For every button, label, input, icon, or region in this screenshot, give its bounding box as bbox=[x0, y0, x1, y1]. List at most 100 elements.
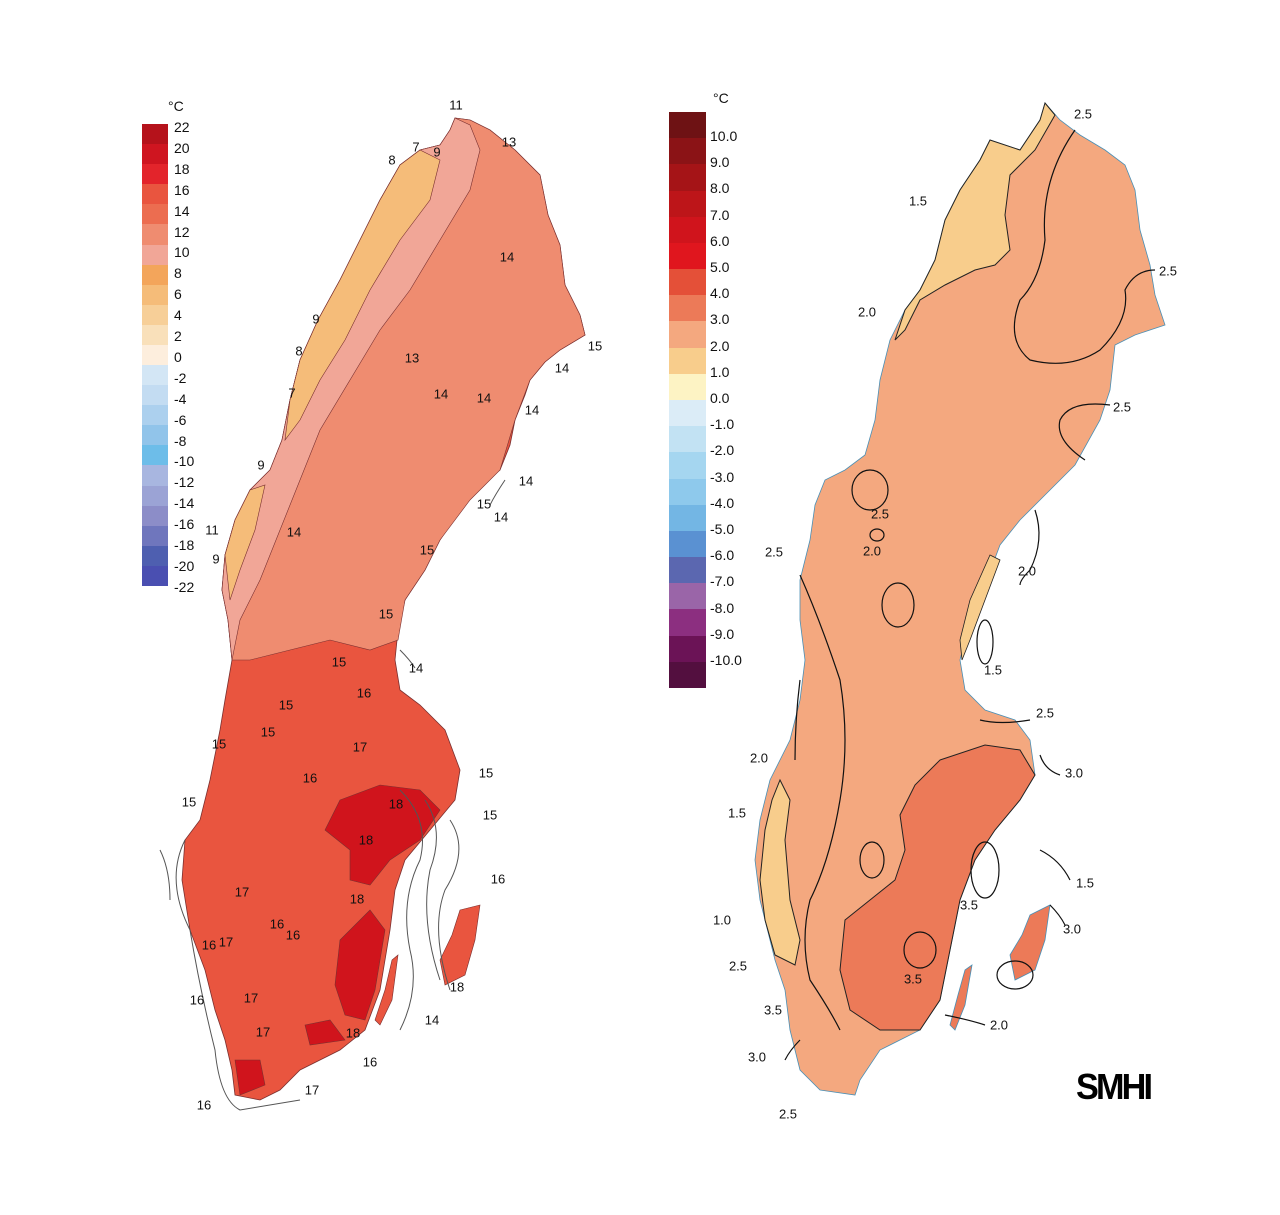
left-map-contour-label: 14 bbox=[434, 386, 448, 401]
legend-right-swatch bbox=[669, 138, 706, 165]
left-map-contour-label: 14 bbox=[500, 249, 514, 264]
legend-right-tick-label: 8.0 bbox=[710, 180, 730, 197]
left-map-contour-label: 15 bbox=[420, 542, 434, 557]
right-map-contour-label: 2.0 bbox=[858, 304, 876, 319]
legend-left-tick-label: 2 bbox=[174, 328, 182, 344]
legend-left-swatch bbox=[142, 365, 168, 386]
legend-left-tick-label: -14 bbox=[174, 495, 195, 512]
left-map-contour-label: 15 bbox=[588, 338, 602, 353]
left-map-contour-label: 9 bbox=[257, 457, 264, 472]
right-map-contour-label: 2.0 bbox=[1018, 563, 1036, 578]
legend-right-tick-label: 6.0 bbox=[710, 232, 730, 249]
legend-left-tick-label: 20 bbox=[174, 139, 190, 156]
legend-right-swatch bbox=[669, 242, 706, 270]
legend-left-swatch bbox=[142, 465, 168, 487]
legend-right-tick-label: -7.0 bbox=[710, 573, 735, 590]
legend-left-swatch bbox=[142, 164, 168, 185]
legend-left-tick-label: 18 bbox=[174, 160, 190, 177]
legend-left-swatch bbox=[142, 385, 168, 406]
right-map-contour-label: 3.0 bbox=[748, 1049, 766, 1064]
left-map-oland bbox=[374, 954, 399, 1026]
right-map-contour-label: 1.5 bbox=[984, 662, 1002, 677]
legend-left-tick-label: -12 bbox=[174, 474, 195, 491]
left-map-contour-label: 18 bbox=[359, 832, 373, 847]
legend-right-unit: °C bbox=[713, 90, 729, 106]
legend-left-tick-label: -16 bbox=[174, 516, 195, 533]
left-map-warm-east bbox=[334, 909, 386, 1021]
legend-right-tick-label: 3.0 bbox=[710, 311, 730, 328]
legend-left-tick-label: -8 bbox=[174, 432, 187, 449]
legend-left-tick-label: -10 bbox=[174, 453, 195, 470]
legend-left-tick-label: -4 bbox=[174, 390, 187, 407]
left-map-contour-label: 15 bbox=[182, 794, 196, 809]
left-map-contour-label: 15 bbox=[483, 807, 497, 822]
left-map-contour-label: 15 bbox=[332, 654, 346, 669]
left-map-gotland bbox=[439, 904, 481, 986]
right-map-contour-label: 1.5 bbox=[1076, 875, 1094, 890]
left-map-contour-label: 17 bbox=[244, 990, 258, 1005]
left-map-contour-label: 14 bbox=[477, 390, 491, 405]
right-map-cool-east bbox=[959, 554, 1001, 661]
left-map-contour-label: 14 bbox=[494, 509, 508, 524]
left-map-contour-label: 17 bbox=[353, 739, 367, 754]
legend-left-tick-label: -6 bbox=[174, 411, 187, 428]
left-map-contour-label: 14 bbox=[287, 524, 301, 539]
legend-right-swatch bbox=[669, 190, 706, 218]
legend-right-swatch bbox=[669, 347, 706, 375]
legend-right-tick-label: 7.0 bbox=[710, 206, 730, 223]
legend-left-tick-label: 16 bbox=[174, 181, 190, 198]
legend-right-swatch bbox=[669, 583, 706, 610]
left-map-contour-label: 16 bbox=[190, 992, 204, 1007]
left-map-contour-label: 16 bbox=[363, 1054, 377, 1069]
legend-left-swatch bbox=[142, 445, 168, 466]
right-map-contour-label: 3.5 bbox=[904, 971, 922, 986]
smhi-logo: SMHI bbox=[1076, 1066, 1153, 1107]
left-map-contour-label: 11 bbox=[449, 97, 463, 112]
left-map-contour-label: 8 bbox=[388, 152, 395, 167]
legend-right-tick-label: -5.0 bbox=[710, 521, 735, 537]
left-map-contour-label: 9 bbox=[212, 551, 219, 566]
right-map-contour-label: 1.0 bbox=[713, 912, 731, 927]
legend-right-swatch bbox=[669, 426, 706, 453]
legend-right-swatch bbox=[669, 373, 706, 401]
legend-left-swatch bbox=[142, 565, 168, 587]
right-map-sweden bbox=[754, 102, 1166, 1096]
legend-right-tick-label: 5.0 bbox=[710, 259, 730, 275]
legend-right-tick-label: 1.0 bbox=[710, 363, 730, 380]
left-map-contour-label: 16 bbox=[202, 937, 216, 952]
legend-right-swatch bbox=[669, 164, 706, 192]
legend-left-tick-label: 8 bbox=[174, 265, 182, 282]
legend-left-swatch bbox=[142, 184, 168, 205]
right-map-contour-label: 2.0 bbox=[750, 750, 768, 765]
right-map-contour-label: 2.5 bbox=[1036, 705, 1054, 720]
legend-left-swatch bbox=[142, 284, 168, 306]
right-map-contour-label: 2.5 bbox=[1113, 399, 1131, 414]
left-map-contour-label: 15 bbox=[477, 496, 491, 511]
left-map-contour-label: 14 bbox=[555, 360, 569, 375]
left-map-contour-label: 16 bbox=[491, 871, 505, 886]
legend-left-swatch bbox=[142, 525, 168, 547]
legend-left-tick-label: -20 bbox=[174, 557, 195, 574]
legend-right-tick-label: 4.0 bbox=[710, 285, 730, 302]
legend-left-swatch bbox=[142, 425, 168, 446]
legend-left-tick-label: -18 bbox=[174, 537, 195, 553]
legend-right-swatch bbox=[669, 112, 706, 139]
right-map-contour-label: 3.5 bbox=[764, 1002, 782, 1017]
right-map-warm-south bbox=[839, 744, 1036, 1031]
legend-right-tick-label: -1.0 bbox=[710, 416, 735, 433]
legend-left-swatch bbox=[142, 344, 168, 366]
right-map-contour-label: 2.0 bbox=[863, 543, 881, 558]
legend-right-swatch bbox=[669, 609, 706, 637]
legend-left-swatch bbox=[142, 224, 168, 245]
legend-left-unit: °C bbox=[168, 98, 184, 114]
left-map-contour-label: 7 bbox=[288, 385, 295, 400]
legend-left-swatch bbox=[142, 324, 168, 346]
right-map-gotland bbox=[1009, 904, 1051, 981]
right-map-contour-label: 3.0 bbox=[1065, 765, 1083, 780]
left-map-contour-label: 16 bbox=[286, 927, 300, 942]
left-map-contour-label: 7 bbox=[412, 139, 419, 154]
right-map-contour-label: 2.5 bbox=[1074, 106, 1092, 121]
legend-left-swatch bbox=[142, 505, 168, 527]
left-map-contour-label: 14 bbox=[525, 402, 539, 417]
